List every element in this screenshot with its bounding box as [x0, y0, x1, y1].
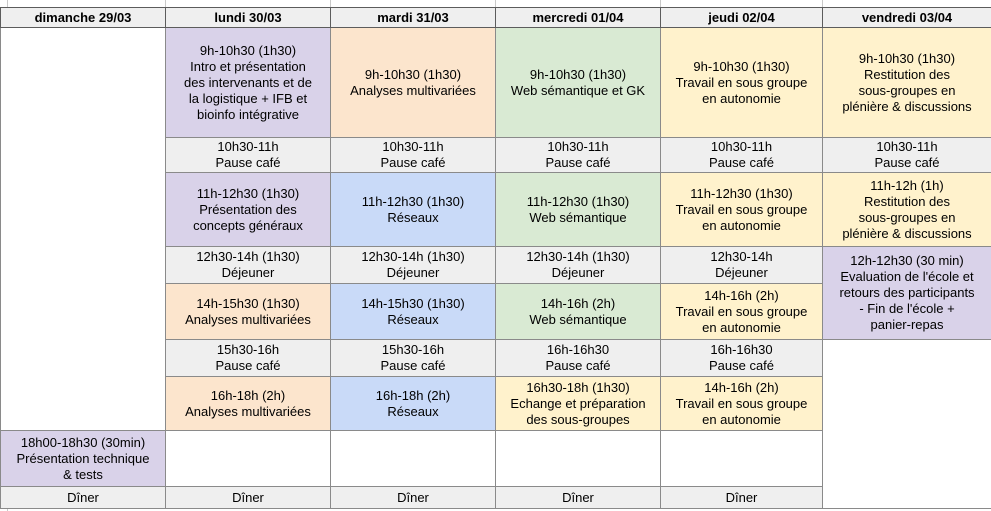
- column-header-mardi[interactable]: mardi 31/03: [330, 7, 496, 28]
- column-header-mercredi[interactable]: mercredi 01/04: [495, 7, 661, 28]
- gridline-stub: [7, 509, 8, 511]
- cell-jeudi-diner[interactable]: Dîner: [660, 486, 823, 509]
- cell-mardi-14h[interactable]: 14h-15h30 (1h30) Réseaux: [330, 283, 496, 340]
- row-16h: 16h-18h (2h) Analyses multivariées 16h-1…: [1, 376, 991, 431]
- column-header-lundi[interactable]: lundi 30/03: [165, 7, 331, 28]
- cell-mardi-soiree[interactable]: [330, 430, 496, 487]
- cell-lundi-16h[interactable]: 16h-18h (2h) Analyses multivariées: [165, 376, 331, 431]
- cell-mercredi-16h30[interactable]: 16h30-18h (1h30) Echange et préparation …: [495, 376, 661, 431]
- cell-mardi-11h[interactable]: 11h-12h30 (1h30) Réseaux: [330, 172, 496, 247]
- gridline-stub: [330, 0, 331, 7]
- row-11h: 11h-12h30 (1h30) Présentation des concep…: [1, 172, 991, 247]
- gridline-stub: [660, 0, 661, 7]
- cell-mardi-pause-aprem[interactable]: 15h30-16h Pause café: [330, 339, 496, 377]
- cell-jeudi-pause-matin[interactable]: 10h30-11h Pause café: [660, 137, 823, 173]
- column-header-dimanche[interactable]: dimanche 29/03: [0, 7, 166, 28]
- cell-mardi-16h[interactable]: 16h-18h (2h) Réseaux: [330, 376, 496, 431]
- cell-lundi-diner[interactable]: Dîner: [165, 486, 331, 509]
- gridline-stub: [822, 0, 823, 7]
- cell-lundi-14h[interactable]: 14h-15h30 (1h30) Analyses multivariées: [165, 283, 331, 340]
- cell-jeudi-dejeuner[interactable]: 12h30-14h Déjeuner: [660, 246, 823, 284]
- row-pause-aprem: 15h30-16h Pause café 15h30-16h Pause caf…: [1, 339, 991, 509]
- cell-mardi-9h[interactable]: 9h-10h30 (1h30) Analyses multivariées: [330, 27, 496, 138]
- top-margin-strip: [0, 0, 991, 7]
- cell-vendredi-evaluation[interactable]: 12h-12h30 (30 min) Evaluation de l'école…: [822, 246, 991, 340]
- row-diner: Dîner Dîner Dîner Dîner Dîner: [0, 486, 991, 509]
- column-header-vendredi[interactable]: vendredi 03/04: [822, 7, 991, 28]
- cell-jeudi-16h[interactable]: 14h-16h (2h) Travail en sous groupe en a…: [660, 376, 823, 431]
- cell-dimanche-empty[interactable]: [0, 27, 166, 431]
- gridline-stub: [495, 0, 496, 7]
- cell-vendredi-empty[interactable]: [822, 339, 991, 509]
- cell-mercredi-11h[interactable]: 11h-12h30 (1h30) Web sémantique: [495, 172, 661, 247]
- cell-mercredi-dejeuner[interactable]: 12h30-14h (1h30) Déjeuner: [495, 246, 661, 284]
- cell-lundi-pause-aprem[interactable]: 15h30-16h Pause café: [165, 339, 331, 377]
- cell-dimanche-diner[interactable]: Dîner: [0, 486, 166, 509]
- cell-lundi-soiree[interactable]: [165, 430, 331, 487]
- row-pause-matin: 10h30-11h Pause café 10h30-11h Pause caf…: [1, 137, 991, 173]
- bottom-margin-strip: [0, 509, 991, 511]
- cell-vendredi-pause-matin[interactable]: 10h30-11h Pause café: [822, 137, 991, 173]
- cell-mercredi-14h[interactable]: 14h-16h (2h) Web sémantique: [495, 283, 661, 340]
- schedule-table: dimanche 29/03 lundi 30/03 mardi 31/03 m…: [0, 7, 991, 509]
- cell-mardi-dejeuner[interactable]: 12h30-14h (1h30) Déjeuner: [330, 246, 496, 284]
- cell-mardi-diner[interactable]: Dîner: [330, 486, 496, 509]
- gridline-stub: [165, 0, 166, 7]
- header-row: dimanche 29/03 lundi 30/03 mardi 31/03 m…: [0, 7, 991, 28]
- cell-mardi-pause-matin[interactable]: 10h30-11h Pause café: [330, 137, 496, 173]
- cell-vendredi-11h[interactable]: 11h-12h (1h) Restitution des sous-groupe…: [822, 172, 991, 247]
- cell-jeudi-11h[interactable]: 11h-12h30 (1h30) Travail en sous groupe …: [660, 172, 823, 247]
- row-dejeuner: 12h30-14h (1h30) Déjeuner 12h30-14h (1h3…: [1, 246, 991, 340]
- cell-lundi-pause-matin[interactable]: 10h30-11h Pause café: [165, 137, 331, 173]
- cell-jeudi-14h[interactable]: 14h-16h (2h) Travail en sous groupe en a…: [660, 283, 823, 340]
- row-soiree: 18h00-18h30 (30min) Présentation techniq…: [0, 430, 991, 487]
- cell-mercredi-9h[interactable]: 9h-10h30 (1h30) Web sémantique et GK: [495, 27, 661, 138]
- column-header-jeudi[interactable]: jeudi 02/04: [660, 7, 823, 28]
- cell-jeudi-9h[interactable]: 9h-10h30 (1h30) Travail en sous groupe e…: [660, 27, 823, 138]
- cell-lundi-dejeuner[interactable]: 12h30-14h (1h30) Déjeuner: [165, 246, 331, 284]
- cell-lundi-9h[interactable]: 9h-10h30 (1h30) Intro et présentation de…: [165, 27, 331, 138]
- cell-dimanche-18h[interactable]: 18h00-18h30 (30min) Présentation techniq…: [0, 430, 166, 487]
- gridline-stub: [7, 0, 8, 7]
- cell-jeudi-pause-aprem[interactable]: 16h-16h30 Pause café: [660, 339, 823, 377]
- cell-vendredi-9h[interactable]: 9h-10h30 (1h30) Restitution des sous-gro…: [822, 27, 991, 138]
- cell-mercredi-pause-aprem[interactable]: 16h-16h30 Pause café: [495, 339, 661, 377]
- cell-lundi-11h[interactable]: 11h-12h30 (1h30) Présentation des concep…: [165, 172, 331, 247]
- row-14h: 14h-15h30 (1h30) Analyses multivariées 1…: [1, 283, 991, 340]
- cell-mercredi-soiree[interactable]: [495, 430, 661, 487]
- cell-mercredi-diner[interactable]: Dîner: [495, 486, 661, 509]
- cell-jeudi-soiree[interactable]: [660, 430, 823, 487]
- row-9h: 9h-10h30 (1h30) Intro et présentation de…: [0, 27, 991, 431]
- cell-mercredi-pause-matin[interactable]: 10h30-11h Pause café: [495, 137, 661, 173]
